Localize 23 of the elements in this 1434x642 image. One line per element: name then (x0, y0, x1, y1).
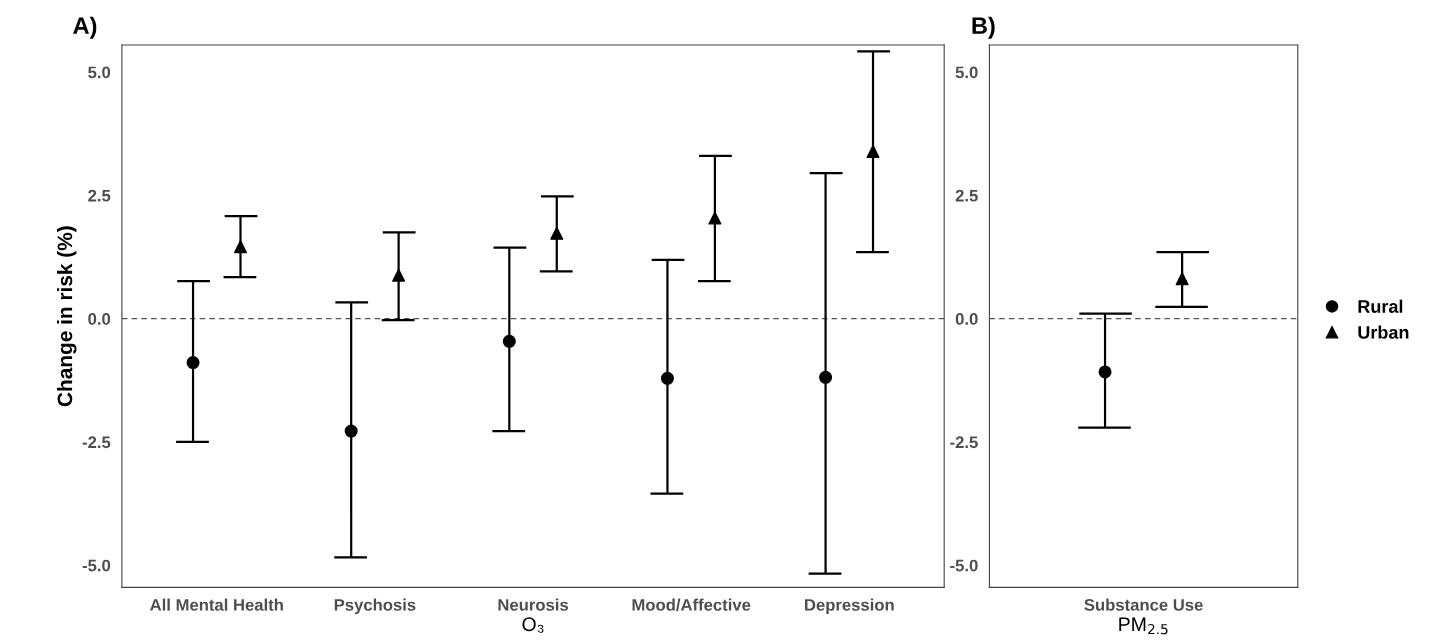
x-tick-label: Psychosis (334, 598, 416, 615)
y-tick-label: -5.0 (82, 559, 111, 572)
x-axis-title: O₃ (522, 617, 544, 633)
y-tick-label: 5.0 (955, 66, 978, 79)
legend-label: Urban (1358, 325, 1409, 339)
y-tick-label: 0.0 (955, 313, 978, 325)
x-tick-label: Substance Use (1084, 598, 1203, 611)
y-axis-title: Change in risk (%) (57, 226, 77, 407)
x-tick-label: Neurosis (498, 598, 569, 611)
x-axis-title: PM$_{2.5}$ (1119, 617, 1168, 635)
y-tick-label: -5.0 (950, 559, 978, 572)
x-tick-label: All Mental Health (150, 598, 283, 611)
y-tick-label: -2.5 (950, 436, 978, 449)
x-tick-label: Mood/Affective (632, 598, 751, 611)
legend-label: Rural (1358, 299, 1403, 313)
y-tick-label: 2.5 (88, 189, 111, 202)
x-tick-label: Depression (805, 598, 894, 615)
y-tick-label: 5.0 (88, 66, 111, 79)
chart-title: B) (972, 16, 995, 39)
y-tick-label: 2.5 (955, 189, 978, 202)
chart-title: A) (73, 16, 97, 39)
y-tick-label: 0.0 (88, 313, 111, 325)
y-tick-label: -2.5 (82, 436, 111, 449)
